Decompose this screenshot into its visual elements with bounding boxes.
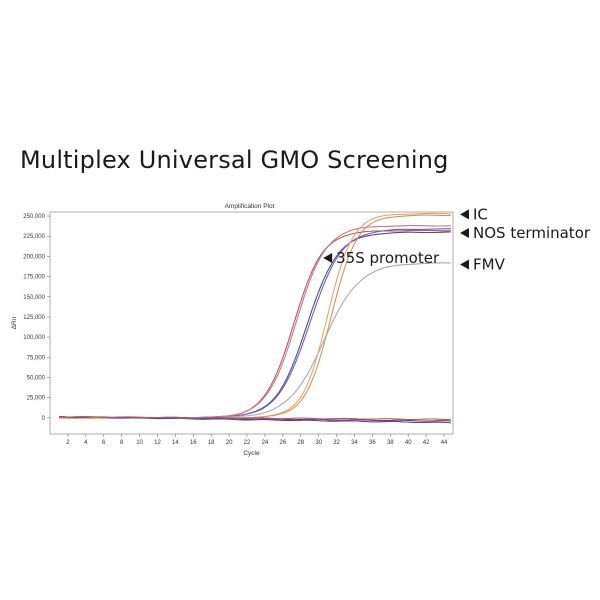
x-tick-label: 32 <box>333 440 340 446</box>
x-tick-label: 42 <box>423 440 430 446</box>
y-tick-label: 50,000 <box>27 375 46 381</box>
y-tick-label: 250,000 <box>23 214 45 220</box>
x-tick-label: 22 <box>244 440 251 446</box>
y-tick-label: 75,000 <box>27 355 46 361</box>
annotation-nos-terminator-label: NOS terminator <box>473 224 591 242</box>
series-line <box>59 416 451 421</box>
x-tick-label: 12 <box>154 440 161 446</box>
x-tick-label: 20 <box>226 440 233 446</box>
x-axis-label: Cycle <box>243 450 260 457</box>
annotation-ic-arrow <box>460 209 469 220</box>
annotation-35s-promoter-arrow <box>323 253 333 264</box>
page-title: Multiplex Universal GMO Screening <box>20 146 449 174</box>
chart-title: Amplification Plot <box>225 203 275 210</box>
y-axis-label: ΔRn <box>11 316 18 329</box>
x-tick-label: 14 <box>172 440 179 446</box>
x-tick-label: 38 <box>387 440 394 446</box>
y-tick-label: 25,000 <box>27 396 46 402</box>
y-tick-label: 175,000 <box>23 275 45 281</box>
x-tick-label: 18 <box>208 440 215 446</box>
chart-axes <box>47 211 454 437</box>
x-tick-label: 30 <box>315 440 322 446</box>
y-tick-label: 0 <box>42 416 46 422</box>
x-tick-label: 28 <box>297 440 304 446</box>
y-tick-label: 225,000 <box>23 234 45 240</box>
chart-series <box>58 212 451 424</box>
annotation-fmv-arrow <box>460 259 469 270</box>
annotation-ic-label: IC <box>473 205 488 223</box>
x-tick-label: 6 <box>102 440 106 446</box>
x-tick-label: 34 <box>351 440 358 446</box>
chart-labels: 2 4 6 8 10 12 14 16 18 20 22 24 26 28 30 32 34 36 38 40 42 44… <box>11 203 448 457</box>
x-tick-label: 44 <box>441 440 448 446</box>
plot-area <box>49 211 454 435</box>
x-tick-label: 2 <box>66 440 70 446</box>
y-tick-label: 125,000 <box>23 315 45 321</box>
x-tick-label: 36 <box>369 440 376 446</box>
x-tick-label: 24 <box>262 440 269 446</box>
annotation-fmv-label: FMV <box>473 255 506 273</box>
x-tick-label: 10 <box>136 440 143 446</box>
y-tick-label: 150,000 <box>23 295 45 301</box>
x-tick-label: 4 <box>84 440 88 446</box>
annotation-nos-terminator-arrow <box>460 227 469 238</box>
x-tick-label: 8 <box>120 440 124 446</box>
y-tick-label: 100,000 <box>23 335 45 341</box>
x-tick-label: 26 <box>280 440 287 446</box>
x-tick-label: 40 <box>405 440 412 446</box>
series-line <box>58 416 451 424</box>
x-tick-label: 16 <box>190 440 197 446</box>
y-tick-label: 200,000 <box>23 254 45 260</box>
annotation-35s-promoter-label: 35S promoter <box>336 249 440 267</box>
